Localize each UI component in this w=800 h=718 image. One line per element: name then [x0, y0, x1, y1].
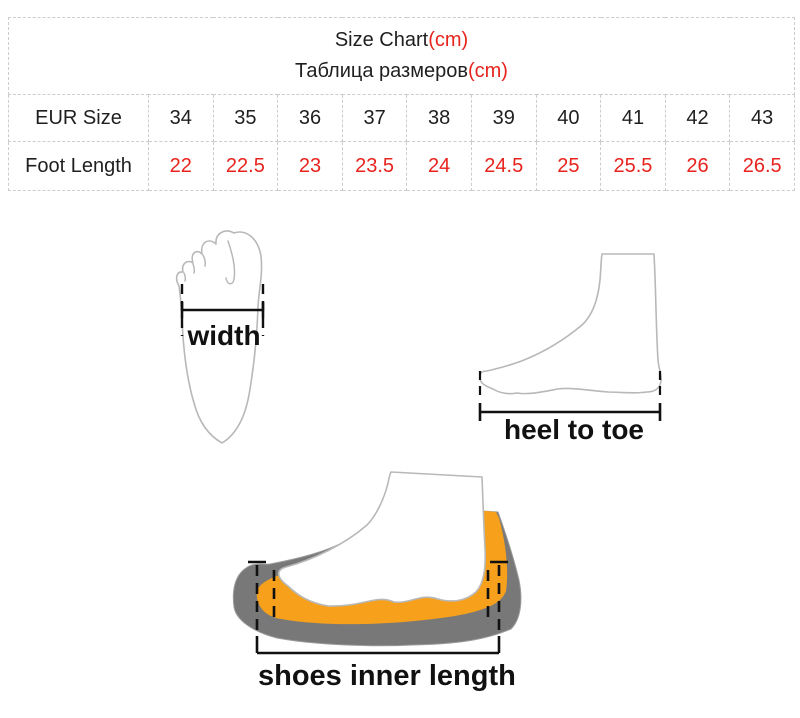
row-header-eur-size: EUR Size: [8, 94, 149, 142]
heel-to-toe-measure-marks: [478, 371, 662, 421]
shoes-inner-length-label: shoes inner length: [258, 660, 516, 692]
toe-crease-small: [192, 263, 196, 274]
foot-length-cell: 26: [664, 141, 731, 191]
width-measure-marks: [180, 284, 265, 336]
title-line-en: Size Chart(cm): [9, 25, 794, 56]
title-line-ru: Таблица размеров(cm): [9, 56, 794, 87]
toe-crease-small: [202, 254, 206, 267]
toe-crease-small: [183, 272, 187, 282]
foot-length-cell: 24.5: [470, 141, 537, 191]
eur-size-cell: 38: [406, 94, 472, 142]
table-title-cell: Size Chart(cm) Таблица размеров(cm): [8, 17, 795, 95]
foot-length-cell: 22.5: [212, 141, 279, 191]
foot-length-cell: 25: [535, 141, 602, 191]
foot-length-cell: 22: [148, 141, 214, 191]
eur-size-cell: 36: [277, 94, 343, 142]
eur-size-cell: 41: [600, 94, 666, 142]
title-ru-unit: (cm): [467, 60, 508, 82]
foot-length-cell: 23: [277, 141, 343, 191]
foot-side-outline: [479, 253, 662, 395]
shoe-cross-section-diagram: [232, 471, 522, 655]
eur-size-cell: 34: [148, 94, 214, 142]
size-chart-table: Size Chart(cm) Таблица размеров(cm) EUR …: [8, 17, 795, 191]
width-label: width: [187, 320, 261, 351]
foot-top-view-diagram: [175, 230, 265, 444]
foot-length-cell: 23.5: [341, 141, 408, 191]
inner-length-measure-marks: [248, 560, 508, 655]
eur-size-cell: 35: [212, 94, 279, 142]
heel-to-toe-label: heel to toe: [503, 414, 644, 445]
foot-length-row: Foot Length 22 22.5 23 23.5 24 24.5 25 2…: [8, 141, 795, 191]
foot-length-cell: 25.5: [600, 141, 666, 191]
title-en-unit: (cm): [428, 29, 469, 51]
foot-in-shoe-outline: [277, 471, 487, 607]
row-header-foot-length: Foot Length: [8, 141, 149, 191]
foot-side-view-diagram: [478, 253, 662, 421]
title-en-text: Size Chart: [334, 29, 429, 51]
foot-length-cell: 24: [406, 141, 472, 191]
eur-size-cell: 40: [535, 94, 602, 142]
eur-size-cell: 39: [470, 94, 537, 142]
eur-size-cell: 37: [341, 94, 408, 142]
eur-size-cell: 42: [664, 94, 731, 142]
eur-size-cell: 43: [729, 94, 795, 142]
title-ru-text: Таблица размеров: [295, 60, 468, 82]
big-toe-crease: [225, 240, 236, 285]
foot-sole-outline: [175, 230, 263, 444]
eur-size-row: EUR Size 34 35 36 37 38 39 40 41 42 43: [8, 94, 795, 142]
foot-length-cell: 26.5: [729, 141, 795, 191]
table-title-row: Size Chart(cm) Таблица размеров(cm): [8, 17, 795, 95]
